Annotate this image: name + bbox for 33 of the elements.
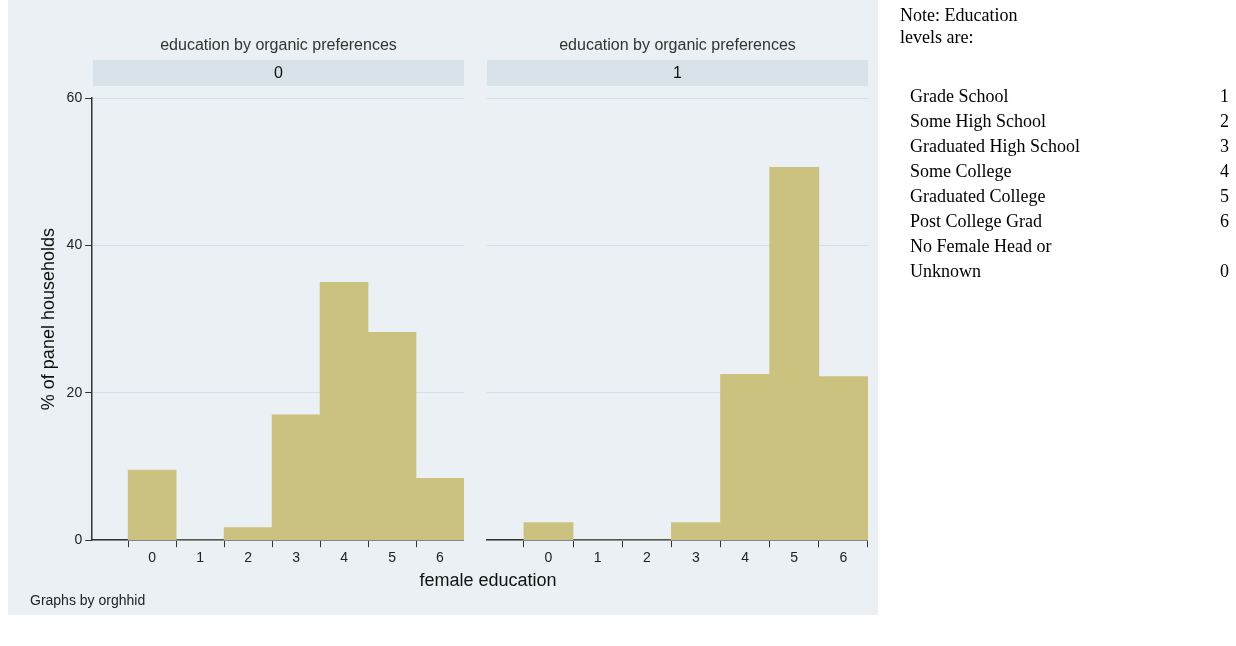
- x-tick-label: 5: [388, 549, 397, 566]
- x-tick-label: 5: [790, 549, 799, 566]
- chart-title: education by organic preferences: [558, 36, 797, 54]
- x-tick-label: 1: [593, 549, 602, 566]
- x-axis-title: female education: [418, 570, 558, 591]
- y-tick-label: 20: [66, 383, 83, 400]
- text: Some College 4: [910, 160, 1229, 183]
- x-tick-label: 4: [741, 549, 750, 566]
- x-tick-label: 3: [692, 549, 701, 566]
- chart-subtitle: 0: [93, 60, 464, 86]
- y-axis-title: % of panel households: [37, 228, 58, 411]
- text: No Female Head or Unknown 0: [910, 235, 1229, 283]
- x-tick-label: 4: [340, 549, 349, 566]
- x-tick-label: 2: [642, 549, 651, 566]
- text: Graduated College 5: [910, 185, 1229, 208]
- x-tick-label: 1: [196, 549, 205, 566]
- x-tick-label: 0: [148, 549, 157, 566]
- chart-title: education by organic preferences: [159, 36, 398, 54]
- x-tick-label: 6: [839, 549, 848, 566]
- text: Graphs by orghhid: [30, 592, 146, 608]
- text: Post College Grad 6: [910, 210, 1229, 233]
- x-tick-label: 0: [544, 549, 553, 566]
- y-tick-label: 40: [66, 236, 83, 253]
- x-tick-label: 2: [244, 549, 253, 566]
- chart-subtitle: 1: [487, 60, 868, 86]
- text: Grade School 1: [910, 85, 1229, 108]
- text: Note: Education levels are:: [900, 4, 1019, 48]
- text: Some High School 2: [910, 110, 1229, 133]
- x-tick-label: 3: [292, 549, 301, 566]
- x-tick-label: 6: [436, 549, 445, 566]
- y-tick-label: 0: [74, 531, 83, 548]
- text: Graduated High School 3: [910, 135, 1229, 158]
- y-tick-label: 60: [66, 88, 83, 105]
